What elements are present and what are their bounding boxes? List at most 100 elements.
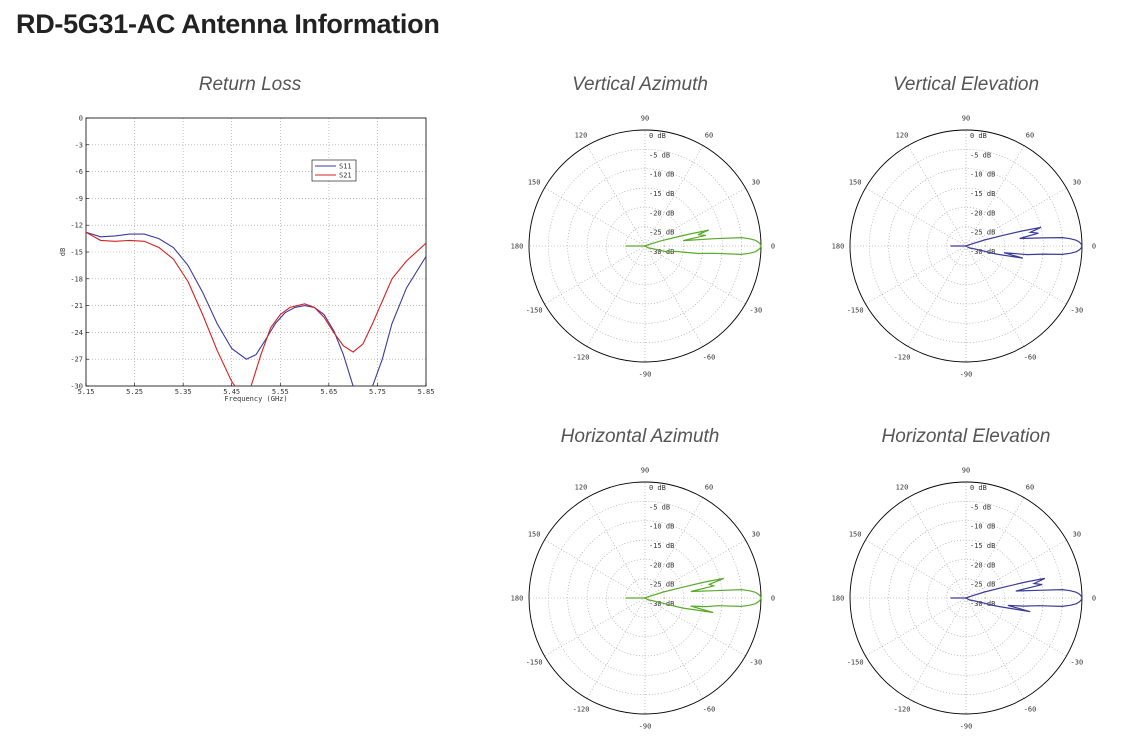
- x-tick-label: 5.25: [126, 388, 143, 396]
- y-tick-label: -21: [70, 302, 83, 310]
- angle-label: 0: [1092, 595, 1096, 603]
- return-loss-chart: 5.15 5.25 5.35 5.45 5.55 5.65 5.75 5.85 0 -3 -6 -9 -…: [59, 115, 435, 404]
- legend-label: S11: [339, 163, 352, 171]
- x-tick-label: 5.85: [418, 388, 435, 396]
- radial-label: -10 dB: [970, 171, 995, 179]
- angular-gridline: [865, 245, 967, 305]
- angle-label: 30: [752, 179, 760, 187]
- angular-gridline: [907, 497, 967, 599]
- radial-label: -5 dB: [649, 151, 670, 159]
- angle-label: 120: [575, 132, 588, 140]
- angle-label: 60: [1026, 484, 1034, 492]
- angle-label: -90: [639, 723, 652, 731]
- y-tick-label: -6: [75, 168, 83, 176]
- angle-label: -120: [894, 705, 911, 713]
- horizontal-azimuth-chart: 0 30 60 90 120 150 180 -150 -120 -90 -60 -30 0 dB -5 …: [511, 467, 775, 731]
- angle-label: -150: [847, 659, 864, 667]
- radial-gridcircle: [606, 559, 684, 637]
- vertical-azimuth-panel: Vertical Azimuth 0 30 60 90 120 150 180 -150 -12…: [511, 70, 775, 380]
- angle-label: 0: [1092, 243, 1096, 251]
- angle-label: 90: [641, 467, 649, 475]
- y-tick-label: -27: [70, 356, 83, 364]
- angular-gridline: [544, 245, 646, 305]
- y-tick-label: -30: [70, 383, 83, 391]
- x-tick-label: 5.35: [175, 388, 192, 396]
- radial-label: -25 dB: [649, 581, 674, 589]
- angular-gridline: [865, 187, 967, 247]
- radial-label: -30 dB: [970, 248, 995, 256]
- radial-label: -20 dB: [970, 209, 995, 217]
- angle-label: 150: [528, 179, 541, 187]
- radial-label: -20 dB: [649, 561, 674, 569]
- angular-gridline: [865, 597, 967, 657]
- radial-label: -5 dB: [970, 503, 991, 511]
- radial-gridcircle: [927, 559, 1005, 637]
- radial-label: 0 dB: [970, 484, 987, 492]
- return-loss-panel: Return Loss 5.15 5.25 5.35 5.45 5.55 5.65 5.75…: [55, 70, 445, 410]
- angle-label: 120: [575, 484, 588, 492]
- radial-label: -20 dB: [649, 209, 674, 217]
- radiation-pattern-line: [625, 229, 762, 256]
- legend-label: S21: [339, 172, 352, 180]
- angular-gridline: [586, 497, 646, 599]
- radial-gridcircle: [625, 578, 665, 618]
- radial-label: -15 dB: [970, 190, 995, 198]
- y-tick-label: -3: [75, 141, 83, 149]
- radial-gridcircle: [888, 168, 1044, 324]
- angle-label: 150: [849, 179, 862, 187]
- x-tick-label: 5.45: [223, 388, 240, 396]
- x-tick-label: 5.55: [272, 388, 289, 396]
- angular-gridline: [907, 245, 967, 347]
- horizontal-elevation-panel: Horizontal Elevation 0 30 60 90 120 150 180 -15…: [832, 422, 1096, 740]
- angle-label: 90: [962, 115, 970, 123]
- angular-gridline: [865, 539, 967, 599]
- radial-label: -25 dB: [649, 229, 674, 237]
- angle-label: 90: [641, 115, 649, 123]
- angle-label: -30: [1071, 659, 1084, 667]
- radial-label: -5 dB: [970, 151, 991, 159]
- radial-gridcircle: [946, 226, 986, 266]
- angle-label: 180: [832, 595, 845, 603]
- radial-label: -25 dB: [970, 229, 995, 237]
- angle-label: -150: [526, 659, 543, 667]
- horizontal-azimuth-title: Horizontal Azimuth: [560, 426, 720, 447]
- angle-label: 90: [962, 467, 970, 475]
- vertical-azimuth-title: Vertical Azimuth: [572, 74, 708, 95]
- y-tick-label: 0: [79, 115, 83, 123]
- angle-label: -120: [573, 705, 590, 713]
- radial-label: -15 dB: [970, 542, 995, 550]
- angle-label: -90: [960, 371, 973, 379]
- angular-gridline: [965, 145, 1025, 247]
- angle-label: -60: [1024, 353, 1037, 361]
- y-tick-label: -12: [70, 222, 83, 230]
- return-loss-title: Return Loss: [198, 74, 302, 95]
- angle-label: -60: [703, 705, 716, 713]
- y-tick-label: -9: [75, 195, 83, 203]
- angle-label: 150: [849, 531, 862, 539]
- angle-label: -120: [894, 353, 911, 361]
- angular-gridline: [544, 187, 646, 247]
- angle-label: 0: [771, 243, 775, 251]
- radial-gridcircle: [625, 226, 665, 266]
- radial-label: 0 dB: [649, 132, 666, 140]
- angle-label: 150: [528, 531, 541, 539]
- series-line-s21: [86, 231, 426, 386]
- angular-gridline: [586, 245, 646, 347]
- radial-label: -30 dB: [970, 600, 995, 608]
- angular-gridline: [586, 597, 646, 699]
- angular-gridline: [907, 597, 967, 699]
- angle-label: -30: [750, 659, 763, 667]
- radial-gridcircle: [946, 578, 986, 618]
- x-tick-label: 5.15: [78, 388, 95, 396]
- horizontal-azimuth-panel: Horizontal Azimuth 0 30 60 90 120 150 180 -150 -…: [511, 422, 775, 740]
- radial-gridcircle: [567, 520, 723, 676]
- x-axis-label: Frequency (GHz): [224, 395, 287, 403]
- angle-label: -60: [1024, 705, 1037, 713]
- angular-gridline: [544, 539, 646, 599]
- radial-label: -30 dB: [649, 600, 674, 608]
- angle-label: 30: [1073, 179, 1081, 187]
- y-tick-label: -15: [70, 249, 83, 257]
- angle-label: -60: [703, 353, 716, 361]
- horizontal-elevation-chart: 0 30 60 90 120 150 180 -150 -120 -90 -60 -30 0 dB -5 …: [832, 467, 1096, 731]
- radial-label: 0 dB: [970, 132, 987, 140]
